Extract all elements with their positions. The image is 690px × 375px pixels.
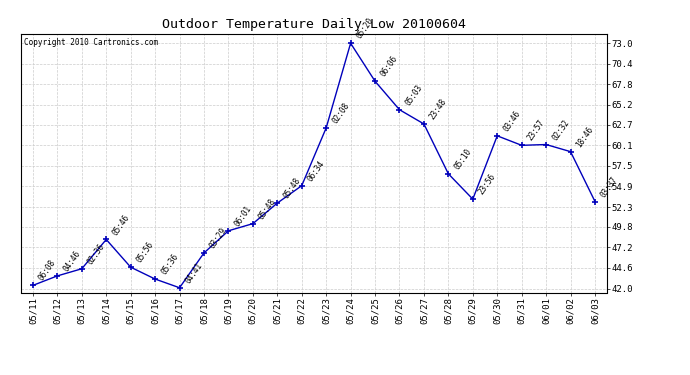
Text: 05:48: 05:48: [282, 176, 302, 200]
Text: 03:46: 03:46: [502, 109, 522, 133]
Text: 05:48: 05:48: [257, 197, 277, 221]
Text: 04:41: 04:41: [184, 261, 204, 285]
Text: 03:37: 03:37: [599, 175, 620, 199]
Text: 04:46: 04:46: [61, 249, 82, 273]
Text: Copyright 2010 Cartronics.com: Copyright 2010 Cartronics.com: [23, 38, 158, 46]
Text: 23:57: 23:57: [526, 118, 546, 142]
Text: 05:46: 05:46: [110, 213, 131, 237]
Text: 05:03: 05:03: [404, 83, 424, 107]
Text: 06:01: 06:01: [233, 204, 253, 228]
Text: 23:56: 23:56: [477, 172, 497, 196]
Text: 02:08: 02:08: [331, 101, 351, 125]
Text: 06:08: 06:08: [37, 258, 58, 283]
Title: Outdoor Temperature Daily Low 20100604: Outdoor Temperature Daily Low 20100604: [162, 18, 466, 31]
Text: 05:20: 05:20: [355, 16, 375, 40]
Text: 05:56: 05:56: [135, 240, 155, 264]
Text: 06:06: 06:06: [380, 54, 400, 78]
Text: 03:29: 03:29: [208, 226, 229, 250]
Text: 05:10: 05:10: [453, 147, 473, 171]
Text: 05:36: 05:36: [159, 252, 180, 276]
Text: 02:32: 02:32: [550, 118, 571, 142]
Text: 02:36: 02:36: [86, 242, 106, 266]
Text: 06:34: 06:34: [306, 159, 326, 183]
Text: 23:48: 23:48: [428, 97, 448, 121]
Text: 18:46: 18:46: [575, 125, 595, 149]
